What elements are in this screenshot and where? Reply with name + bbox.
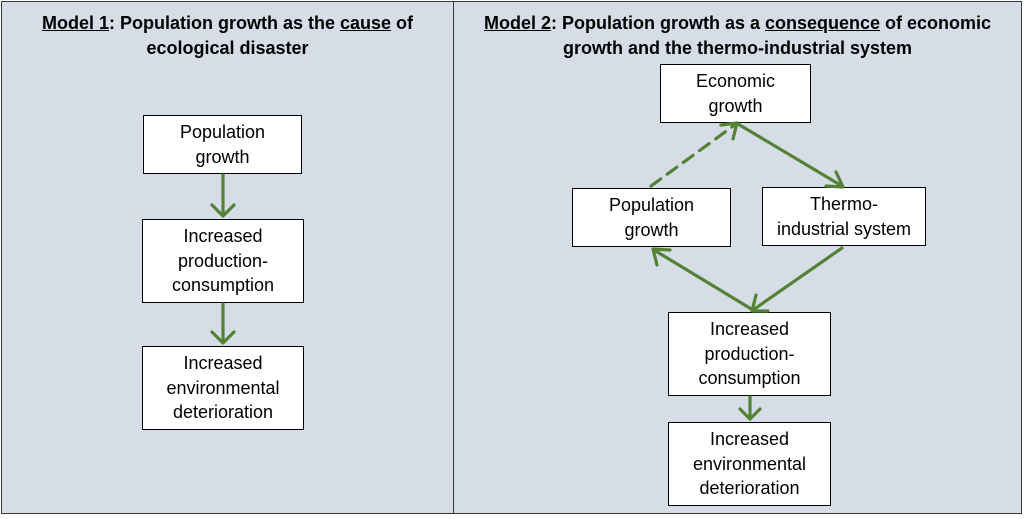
m2-production-node: Increased production-consumption xyxy=(668,312,831,396)
model1-title-emphasis: cause xyxy=(339,13,392,33)
m1-population-node: Population growth xyxy=(143,115,302,174)
model1-title: Model 1: Population growth as the cause … xyxy=(2,11,453,61)
model2-title: Model 2: Population growth as a conseque… xyxy=(454,11,1021,61)
model2-title-line2: growth and the thermo-industrial system xyxy=(562,38,913,58)
model2-title-line1: Model 2: Population growth as a conseque… xyxy=(483,13,992,33)
m2-environment-node: Increased environmental deterioration xyxy=(668,422,831,506)
model1-title-line1: Model 1: Population growth as the cause … xyxy=(41,13,414,33)
m1-environment-node: Increased environmental deterioration xyxy=(142,346,304,430)
model1-title-prefix: Model 1 xyxy=(41,13,109,33)
m1-production-node: Increased production-consumption xyxy=(142,219,304,303)
model2-title-prefix: Model 2 xyxy=(483,13,551,33)
m2-population-node: Population growth xyxy=(572,188,731,247)
m2-economic-node: Economic growth xyxy=(660,64,811,123)
model1-title-line2: ecological disaster xyxy=(146,38,309,58)
m2-thermo-node: Thermo-industrial system xyxy=(762,187,926,246)
model2-title-emphasis: consequence xyxy=(764,13,881,33)
